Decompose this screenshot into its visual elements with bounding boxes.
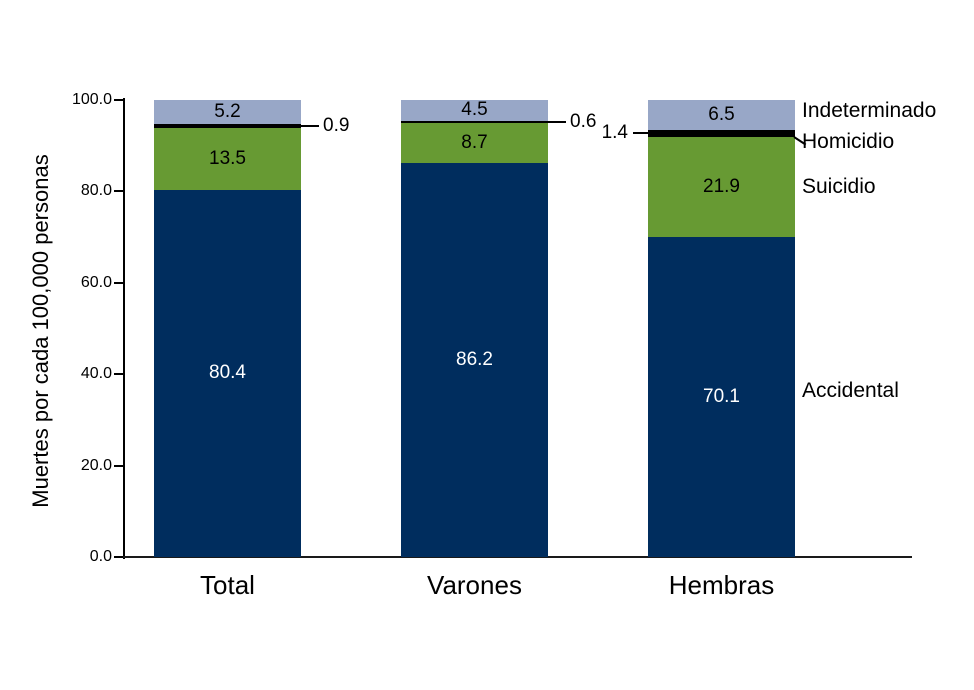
segment-value-label: 21.9 bbox=[703, 175, 740, 197]
legend-suicidio: Suicidio bbox=[802, 175, 876, 198]
y-tick-label: 40.0 bbox=[80, 365, 112, 383]
plot-area: 0.0 20.0 40.0 60.0 80.0 100.0 80.4 13.5 0.9 5.2 To… bbox=[72, 91, 915, 600]
legend-homicidio: Homicidio bbox=[802, 130, 895, 153]
segment-value-label: 70.1 bbox=[703, 385, 740, 407]
homicidio-value-label: 0.9 bbox=[323, 114, 350, 136]
y-tick-mark bbox=[114, 556, 123, 558]
y-tick-mark bbox=[114, 99, 123, 101]
y-tick-mark bbox=[114, 464, 123, 467]
segment-value-label: 13.5 bbox=[209, 147, 246, 169]
x-axis-line bbox=[123, 556, 912, 558]
homicidio-leader-line bbox=[633, 132, 648, 135]
homicidio-value-label: 1.4 bbox=[601, 122, 628, 144]
y-tick-label: 60.0 bbox=[80, 273, 112, 291]
homicidio-value-label: 0.6 bbox=[570, 110, 597, 132]
y-axis-line bbox=[123, 98, 125, 559]
bar-segment-homicidio bbox=[648, 130, 795, 137]
bar-segment-accidental bbox=[401, 163, 548, 557]
y-tick-mark bbox=[114, 190, 123, 193]
legend-accidental: Accidental bbox=[802, 379, 899, 402]
bar-segment-suicidio bbox=[154, 127, 301, 190]
category-label: Hembras bbox=[668, 570, 775, 600]
segment-value-label: 6.5 bbox=[708, 104, 735, 126]
bar-segment-homicidio bbox=[154, 123, 301, 128]
y-tick-label: 80.0 bbox=[80, 182, 112, 200]
category-label: Total bbox=[200, 570, 255, 600]
segment-value-label: 5.2 bbox=[214, 100, 241, 122]
category-label: Varones bbox=[427, 570, 522, 600]
y-tick-mark bbox=[114, 281, 123, 284]
segment-value-label: 80.4 bbox=[209, 362, 246, 384]
bar-segment-suicidio bbox=[648, 136, 795, 237]
y-axis-title: Muertes por cada 100,000 personas bbox=[28, 154, 53, 508]
segment-value-label: 8.7 bbox=[461, 132, 488, 154]
y-tick-label: 0.0 bbox=[89, 548, 112, 565]
bar-segment-indeterminado bbox=[154, 100, 301, 124]
bar-segment-indeterminado bbox=[648, 100, 795, 131]
bar-segment-homicidio bbox=[401, 120, 548, 124]
bar-segment-accidental bbox=[648, 236, 795, 557]
y-tick-label: 100.0 bbox=[71, 91, 112, 108]
y-tick-label: 20.0 bbox=[80, 456, 112, 474]
segment-value-label: 4.5 bbox=[461, 99, 488, 121]
homicidio-leader-line bbox=[301, 124, 319, 127]
bar-segment-suicidio bbox=[401, 123, 548, 164]
y-tick-mark bbox=[114, 373, 123, 376]
homicidio-leader-line bbox=[548, 120, 566, 123]
bar-segment-accidental bbox=[154, 189, 301, 557]
legend-indeterminado: Indeterminado bbox=[802, 99, 937, 122]
segment-value-label: 86.2 bbox=[456, 349, 493, 371]
bar-segment-indeterminado bbox=[401, 100, 548, 121]
